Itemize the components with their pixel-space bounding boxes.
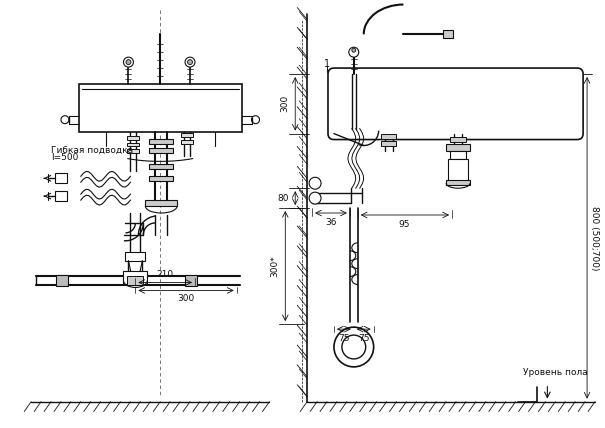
- Text: 75: 75: [358, 334, 370, 343]
- Circle shape: [349, 47, 359, 57]
- Text: 800 (500;700): 800 (500;700): [590, 205, 599, 270]
- Bar: [55, 173, 67, 183]
- Text: 75: 75: [338, 334, 350, 343]
- Text: 36: 36: [325, 218, 337, 227]
- Bar: [79, 84, 241, 131]
- Bar: [145, 200, 177, 206]
- Circle shape: [61, 116, 69, 124]
- Bar: [149, 149, 173, 154]
- Circle shape: [188, 59, 192, 65]
- Bar: [181, 140, 193, 143]
- Bar: [450, 137, 466, 142]
- Bar: [55, 191, 67, 201]
- Text: 210: 210: [157, 270, 174, 279]
- Circle shape: [185, 57, 195, 67]
- Text: l=500: l=500: [51, 153, 79, 162]
- Circle shape: [342, 335, 365, 359]
- Bar: [149, 176, 173, 181]
- Bar: [125, 252, 145, 261]
- Text: 300: 300: [280, 95, 289, 113]
- Bar: [446, 180, 470, 185]
- Circle shape: [309, 177, 321, 189]
- Bar: [448, 159, 468, 183]
- Bar: [443, 30, 453, 38]
- Circle shape: [334, 327, 374, 367]
- Bar: [56, 274, 68, 286]
- Text: 1: 1: [324, 59, 330, 69]
- Text: 300: 300: [177, 294, 195, 303]
- Bar: [450, 152, 466, 159]
- Text: 300*: 300*: [270, 255, 280, 277]
- Text: 80: 80: [278, 193, 289, 202]
- Bar: [128, 149, 139, 154]
- Bar: [446, 143, 470, 152]
- Bar: [128, 136, 139, 140]
- Circle shape: [309, 192, 321, 204]
- Circle shape: [123, 57, 134, 67]
- Text: 95: 95: [399, 220, 410, 229]
- Circle shape: [126, 59, 131, 65]
- Bar: [149, 139, 173, 143]
- Circle shape: [252, 116, 260, 124]
- Bar: [123, 270, 147, 285]
- FancyBboxPatch shape: [328, 68, 583, 140]
- Text: Гибкая подводка: Гибкая подводка: [51, 146, 133, 155]
- Bar: [128, 143, 139, 146]
- Bar: [381, 140, 396, 146]
- Bar: [185, 274, 197, 286]
- Polygon shape: [128, 261, 142, 274]
- Bar: [128, 276, 143, 285]
- Circle shape: [352, 48, 356, 52]
- Text: Уровень пола: Уровень пола: [523, 368, 587, 377]
- Bar: [381, 134, 396, 139]
- Bar: [149, 164, 173, 169]
- Bar: [181, 133, 193, 137]
